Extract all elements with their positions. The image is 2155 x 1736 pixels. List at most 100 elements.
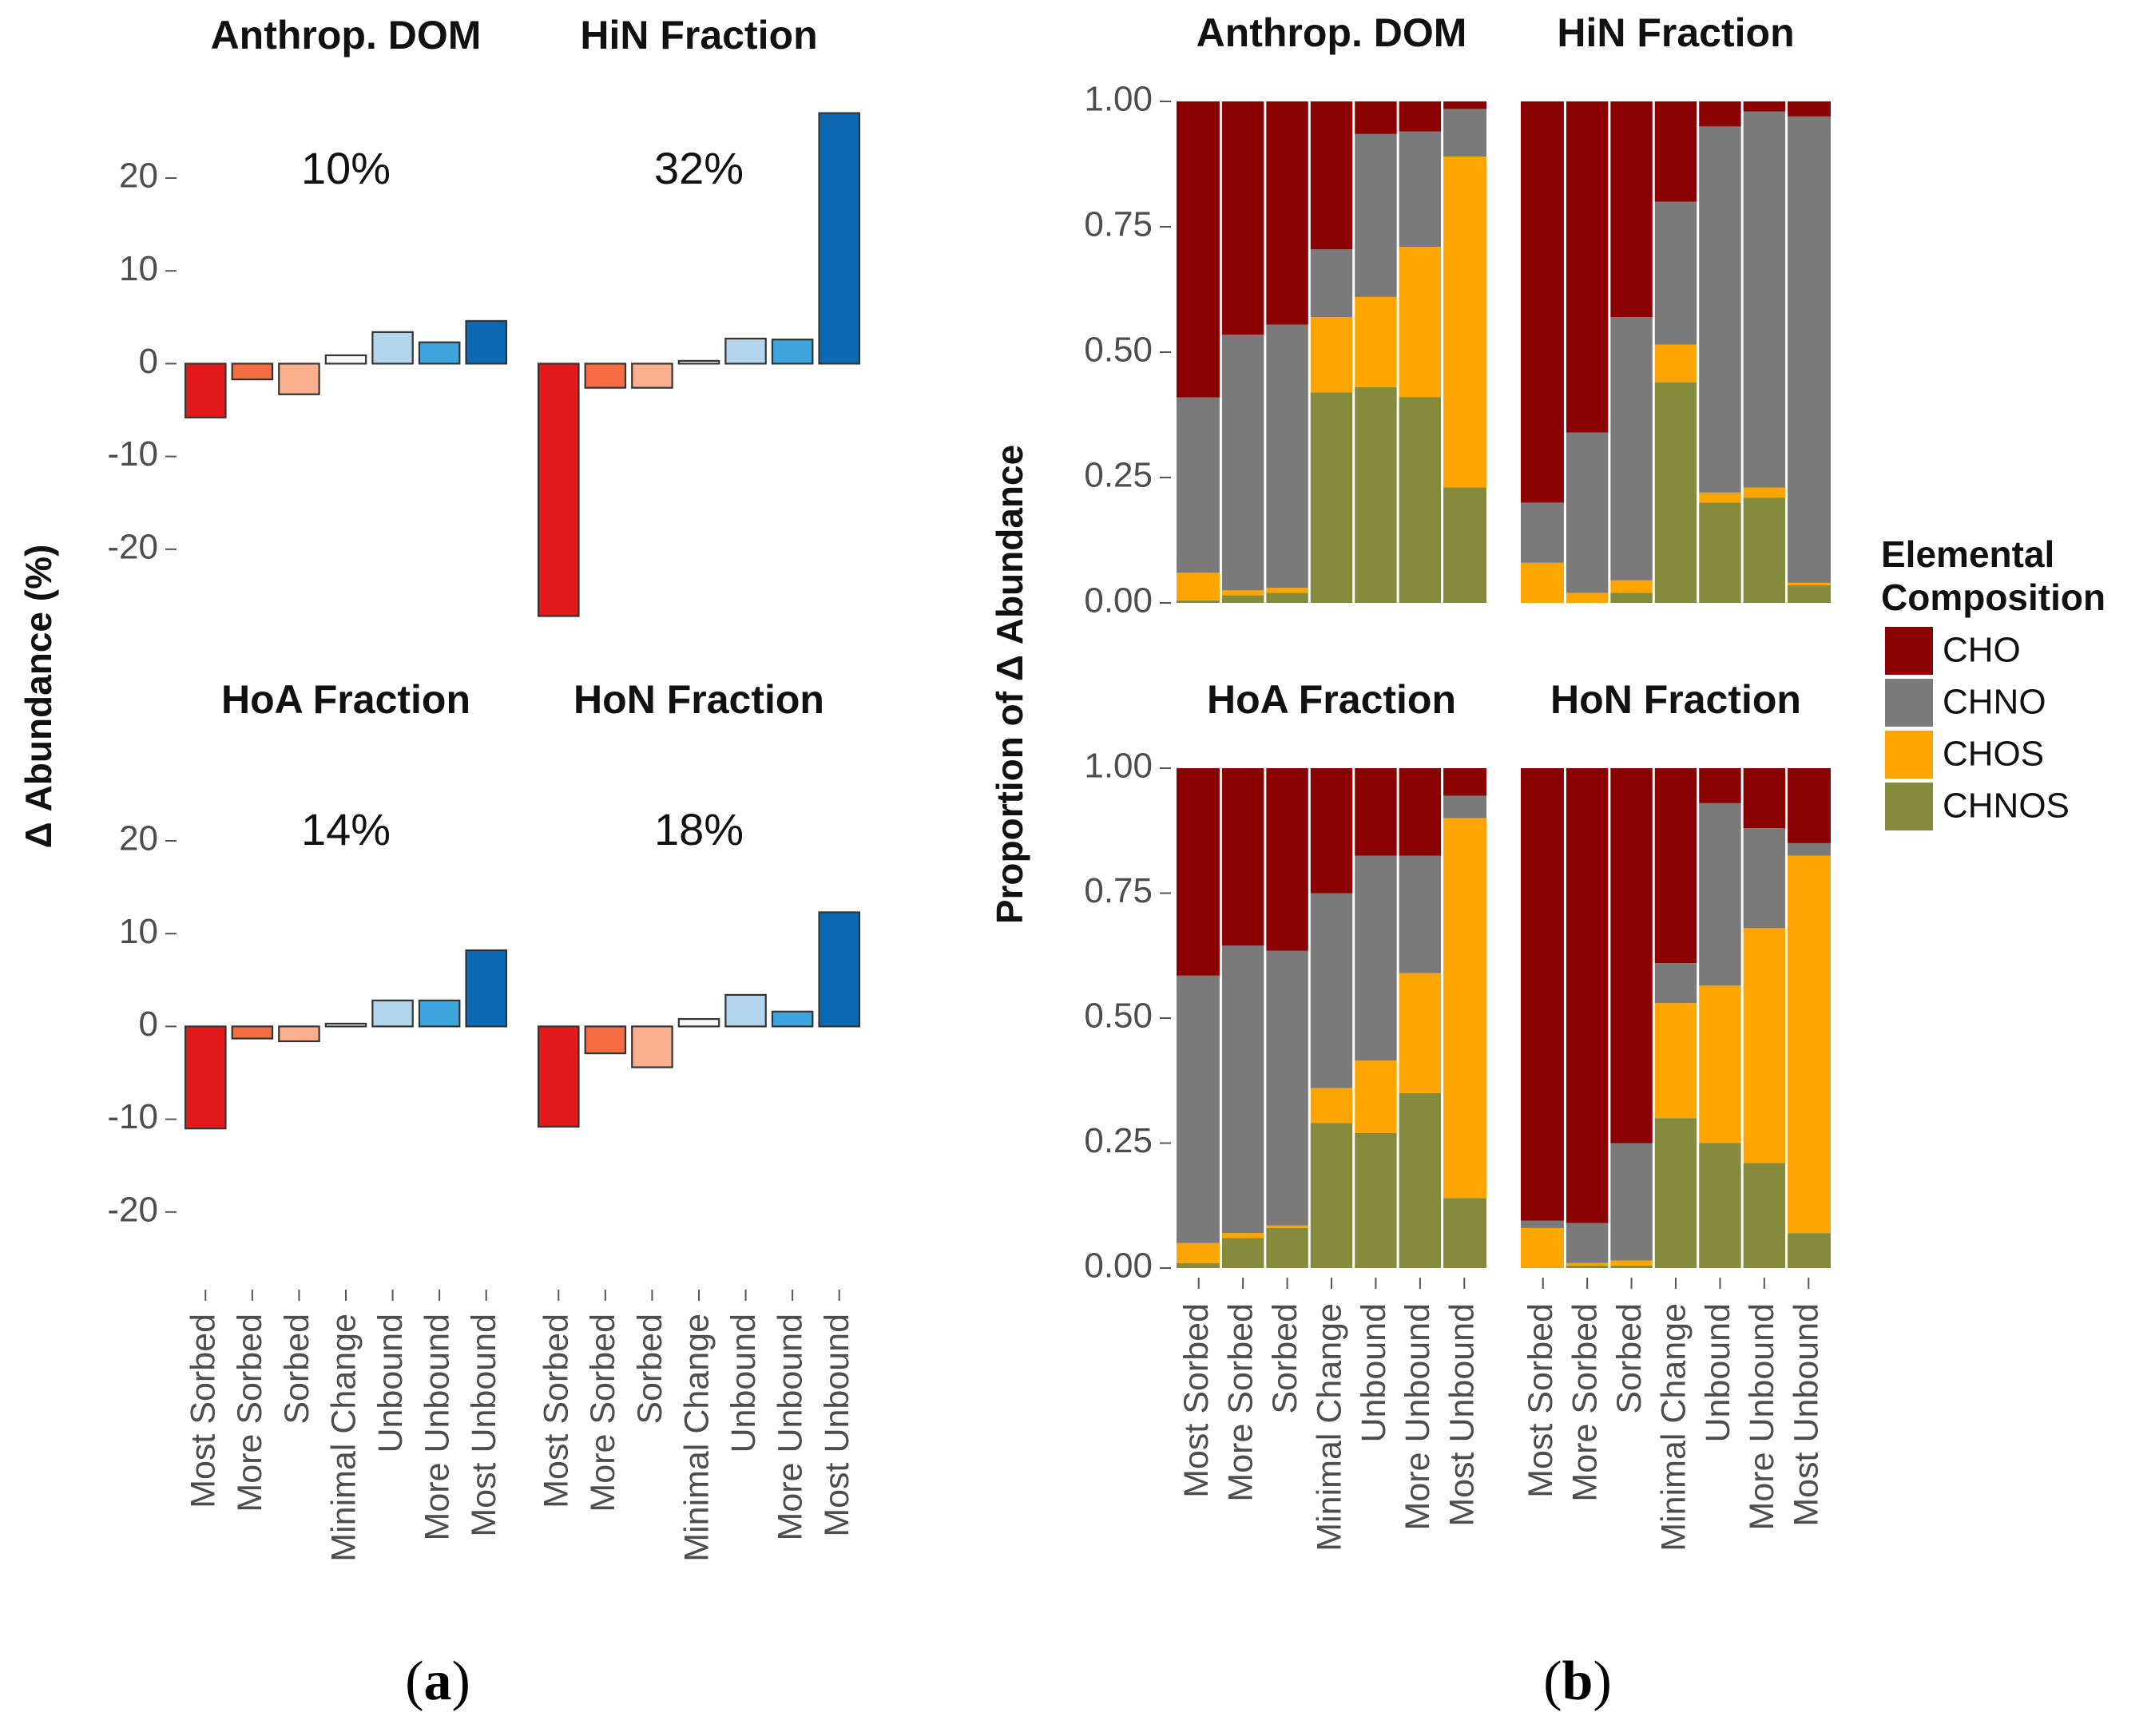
segment-chno-minimal-change bbox=[1309, 893, 1354, 1088]
bar-unbound bbox=[371, 999, 414, 1028]
paren-close: ) bbox=[1593, 1651, 1611, 1712]
bar-more-sorbed bbox=[231, 1025, 274, 1040]
segment-cho-unbound bbox=[1697, 101, 1743, 127]
segment-chnos-unbound bbox=[1353, 386, 1399, 603]
segment-cho-most-unbound bbox=[1442, 768, 1486, 796]
y-tick-label: -10 bbox=[107, 434, 158, 474]
facet-title: Anthrop. DOM bbox=[1197, 10, 1467, 55]
y-tick-label: 0.75 bbox=[1084, 205, 1153, 244]
facet-title: HiN Fraction bbox=[1557, 10, 1794, 55]
segment-chnos-most-sorbed bbox=[1177, 1262, 1221, 1268]
bar-sorbed bbox=[631, 363, 673, 389]
segment-cho-sorbed bbox=[1609, 101, 1654, 318]
segment-cho-unbound bbox=[1697, 768, 1743, 803]
paren-open: ( bbox=[405, 1651, 423, 1712]
bar-most-unbound bbox=[465, 949, 507, 1028]
x-tick-label-more-unbound: More Unbound bbox=[1399, 1303, 1437, 1530]
x-tick-label-more-sorbed: More Sorbed bbox=[1222, 1303, 1260, 1502]
facet-title: HoA Fraction bbox=[1207, 677, 1456, 722]
segment-chnos-unbound bbox=[1697, 1143, 1743, 1268]
segment-chos-more-unbound bbox=[1398, 973, 1443, 1093]
segment-chno-most-sorbed bbox=[1177, 975, 1221, 1243]
x-tick-label-sorbed: Sorbed bbox=[278, 1314, 316, 1425]
segment-chno-more-sorbed bbox=[1220, 945, 1265, 1234]
segment-cho-more-sorbed bbox=[1565, 768, 1609, 1223]
segment-chno-more-sorbed bbox=[1565, 432, 1609, 593]
bar-more-sorbed bbox=[584, 1025, 627, 1055]
segment-chnos-minimal-change bbox=[1309, 1123, 1354, 1268]
bar-most-sorbed bbox=[185, 363, 227, 418]
percent-annotation: 14% bbox=[301, 804, 391, 854]
segment-chnos-sorbed bbox=[1264, 593, 1310, 603]
panel-label-b: (b) bbox=[1543, 1651, 1612, 1712]
legend-swatch-chnos bbox=[1885, 783, 1933, 830]
paren-close: ) bbox=[452, 1651, 470, 1712]
x-tick-label-unbound: Unbound bbox=[1699, 1303, 1737, 1443]
segment-chnos-more-sorbed bbox=[1565, 1265, 1609, 1268]
y-tick-label: -10 bbox=[107, 1097, 158, 1136]
segment-chos-minimal-change bbox=[1309, 1088, 1354, 1124]
segment-cho-more-sorbed bbox=[1220, 768, 1265, 946]
segment-chos-sorbed bbox=[1264, 1225, 1310, 1228]
facet-a-hon-fraction: HoN Fraction 18% bbox=[537, 677, 860, 1128]
segment-chos-most-sorbed bbox=[1177, 573, 1221, 600]
x-tick-label-sorbed: Sorbed bbox=[1610, 1303, 1649, 1414]
segment-chno-more-sorbed bbox=[1565, 1223, 1609, 1263]
x-tick-label-minimal-change: Minimal Change bbox=[1654, 1303, 1693, 1552]
segment-chos-most-sorbed bbox=[1521, 1227, 1566, 1268]
x-tick-label-unbound: Unbound bbox=[371, 1314, 410, 1453]
bar-most-sorbed bbox=[537, 1025, 580, 1128]
segment-chos-unbound bbox=[1353, 1060, 1399, 1133]
legend-label-cho: CHO bbox=[1943, 631, 2021, 670]
segment-chno-more-unbound bbox=[1398, 855, 1443, 973]
bar-minimal-change bbox=[677, 359, 720, 365]
segment-chno-most-sorbed bbox=[1521, 502, 1566, 563]
segment-cho-minimal-change bbox=[1653, 101, 1698, 202]
bar-unbound bbox=[724, 993, 767, 1028]
x-tick-label-unbound: Unbound bbox=[1355, 1303, 1393, 1443]
x-tick-label-more-sorbed: More Sorbed bbox=[231, 1314, 269, 1512]
segment-chnos-sorbed bbox=[1609, 593, 1654, 603]
segment-chnos-unbound bbox=[1697, 502, 1743, 603]
segment-chos-more-unbound bbox=[1742, 928, 1787, 1163]
segment-chno-unbound bbox=[1697, 126, 1743, 493]
segment-chnos-minimal-change bbox=[1653, 1118, 1698, 1268]
segment-chno-minimal-change bbox=[1309, 249, 1354, 318]
bar-minimal-change bbox=[324, 1022, 367, 1028]
x-tick-label-most-sorbed: Most Sorbed bbox=[185, 1314, 223, 1508]
segment-chnos-unbound bbox=[1353, 1132, 1399, 1268]
segment-cho-more-unbound bbox=[1742, 101, 1787, 112]
bar-most-unbound bbox=[465, 319, 507, 365]
segment-chno-unbound bbox=[1353, 855, 1399, 1061]
segment-chnos-most-sorbed bbox=[1177, 600, 1221, 603]
segment-cho-unbound bbox=[1353, 101, 1399, 134]
segment-chos-most-unbound bbox=[1786, 582, 1831, 586]
segment-cho-sorbed bbox=[1264, 101, 1310, 325]
segment-chos-unbound bbox=[1353, 296, 1399, 387]
bar-more-unbound bbox=[771, 339, 814, 365]
segment-chos-more-unbound bbox=[1742, 487, 1787, 498]
segment-chos-more-sorbed bbox=[1565, 1262, 1609, 1266]
segment-chno-minimal-change bbox=[1653, 201, 1698, 345]
legend-label-chnos: CHNOS bbox=[1943, 787, 2070, 826]
bar-sorbed bbox=[278, 363, 320, 395]
segment-cho-sorbed bbox=[1264, 768, 1310, 951]
bar-most-sorbed bbox=[537, 363, 580, 617]
bar-sorbed bbox=[631, 1025, 673, 1068]
y-tick-label: 20 bbox=[119, 819, 158, 858]
x-tick-label-most-unbound: Most Unbound bbox=[818, 1314, 856, 1537]
segment-chos-minimal-change bbox=[1653, 344, 1698, 382]
y-tick-label: 0 bbox=[139, 342, 158, 381]
legend-title: Composition bbox=[1881, 577, 2105, 618]
y-tick-label: -20 bbox=[107, 527, 158, 566]
segment-chnos-more-sorbed bbox=[1220, 1238, 1265, 1268]
segment-chnos-sorbed bbox=[1609, 1265, 1654, 1268]
x-tick-label-most-unbound: Most Unbound bbox=[1788, 1303, 1826, 1527]
segment-cho-more-unbound bbox=[1742, 768, 1787, 829]
segment-chno-most-unbound bbox=[1442, 795, 1486, 818]
legend-label-chos: CHOS bbox=[1943, 735, 2044, 774]
segment-chos-unbound bbox=[1697, 492, 1743, 503]
segment-chno-more-unbound bbox=[1742, 111, 1787, 488]
segment-chnos-more-unbound bbox=[1742, 497, 1787, 603]
